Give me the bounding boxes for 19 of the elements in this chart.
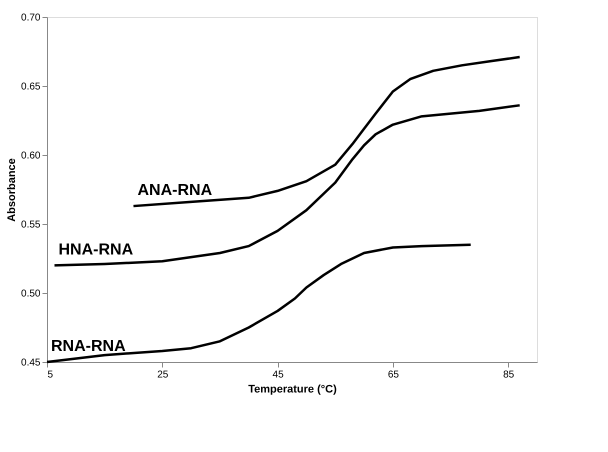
x-tick-label: 45 (272, 370, 284, 380)
series-label: HNA-RNA (58, 241, 134, 258)
y-tick-label: 0.65 (21, 82, 41, 92)
y-tick-label: 0.50 (21, 288, 41, 300)
x-tick-label: 25 (157, 370, 169, 380)
y-tick-label: 0.70 (21, 12, 41, 24)
x-tick-label: 5 (48, 370, 54, 380)
x-axis-title: Temperature (°C) (248, 384, 338, 396)
line-series (132, 56, 521, 208)
y-tick-label: 0.60 (21, 150, 41, 162)
x-tick-label: 65 (388, 370, 400, 380)
y-tick-label: 0.55 (21, 220, 41, 230)
line-series (46, 243, 472, 364)
y-tick-label: 0.45 (21, 358, 41, 368)
line-series (53, 104, 521, 267)
x-tick-label: 85 (503, 370, 515, 380)
series-label: RNA-RNA (51, 338, 126, 355)
y-axis-title: Absorbance (6, 158, 18, 222)
series-label: ANA-RNA (137, 182, 213, 200)
